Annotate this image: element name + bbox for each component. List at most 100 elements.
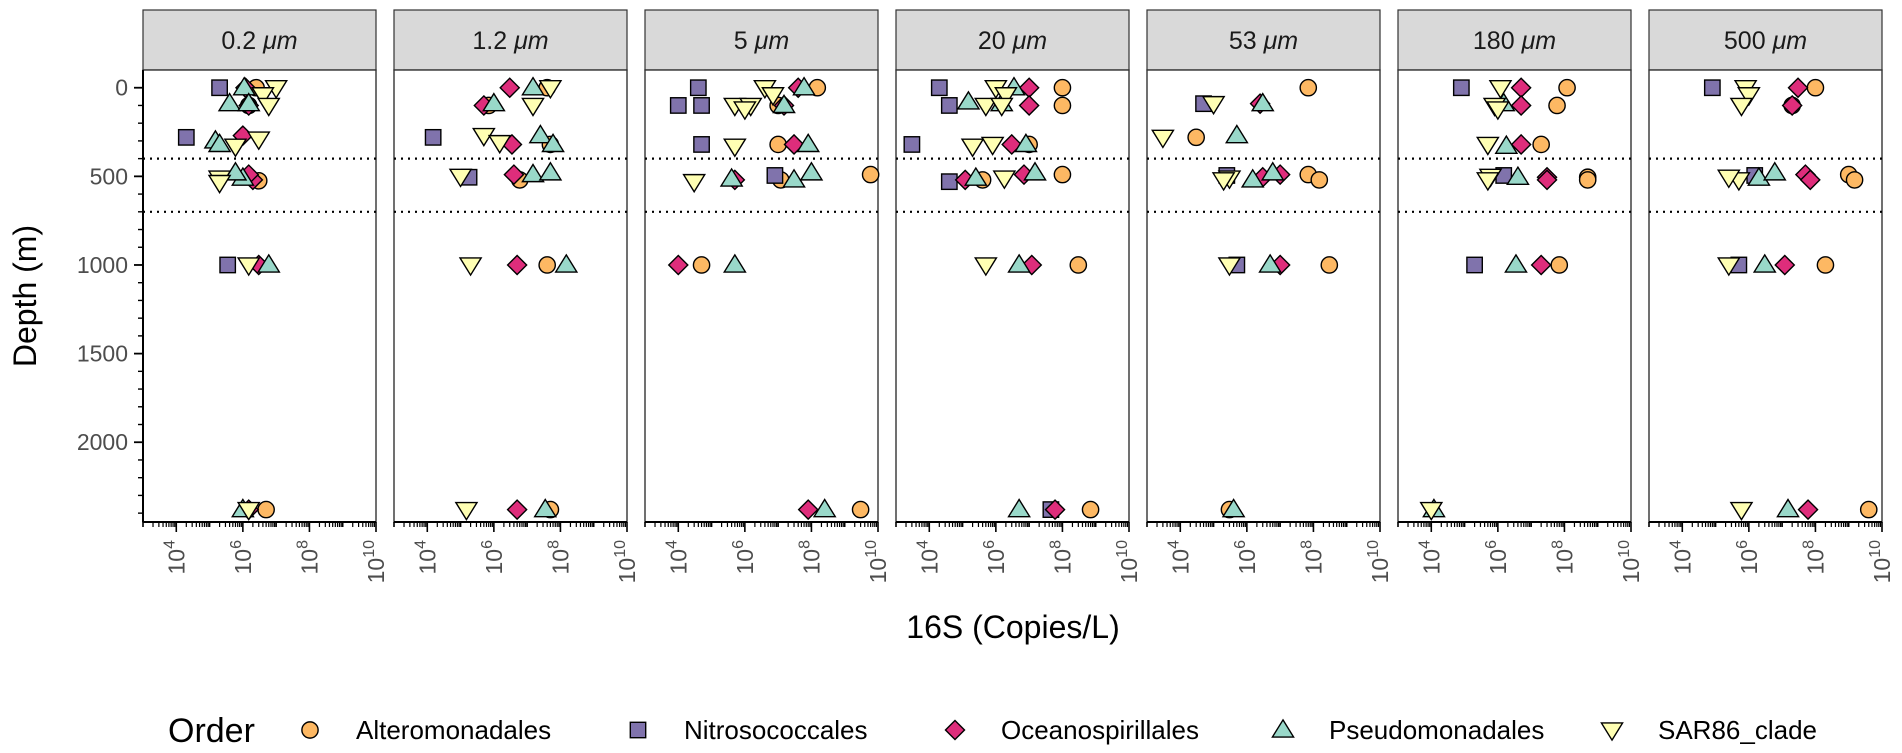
data-point bbox=[761, 87, 785, 107]
tick-exponent: 8 bbox=[1298, 540, 1315, 549]
facet-size-value: 53 bbox=[1229, 27, 1264, 55]
facet-strip bbox=[895, 9, 1130, 71]
data-point bbox=[454, 501, 479, 522]
data-point bbox=[963, 166, 988, 186]
data-point bbox=[1187, 128, 1205, 147]
data-point bbox=[246, 131, 271, 151]
data-point bbox=[1258, 253, 1282, 273]
tick-base: 10 bbox=[547, 549, 573, 575]
tick-base: 10 bbox=[163, 549, 189, 575]
data-point bbox=[1201, 95, 1226, 116]
data-point bbox=[960, 138, 985, 158]
facet-size-unit: μm bbox=[1521, 27, 1557, 55]
data-point bbox=[1532, 135, 1550, 154]
data-point bbox=[1781, 94, 1803, 116]
x-tick-label: 104 bbox=[914, 540, 942, 575]
data-point bbox=[1488, 79, 1513, 100]
x-tick-label: 1010 bbox=[863, 540, 891, 583]
data-point bbox=[689, 79, 707, 97]
data-point bbox=[930, 79, 948, 97]
data-point bbox=[424, 128, 442, 146]
tick-base: 10 bbox=[1116, 558, 1142, 584]
data-point bbox=[499, 77, 521, 99]
facet-strip bbox=[1146, 9, 1381, 71]
legend-key-circle bbox=[301, 721, 319, 739]
facet-strip bbox=[142, 9, 377, 71]
data-point bbox=[693, 97, 710, 114]
data-point bbox=[232, 76, 257, 96]
tick-base: 10 bbox=[1049, 549, 1075, 575]
panel-border bbox=[1648, 69, 1883, 523]
x-tick-label: 106 bbox=[479, 540, 507, 575]
legend-key-diamond bbox=[944, 719, 966, 741]
facet-size-unit: μm bbox=[1263, 27, 1299, 55]
data-point bbox=[177, 128, 195, 146]
data-point bbox=[1504, 253, 1528, 273]
data-point bbox=[503, 164, 525, 186]
data-point bbox=[1729, 97, 1754, 117]
facet-strip bbox=[1397, 9, 1632, 71]
data-point bbox=[521, 76, 545, 96]
data-point bbox=[554, 253, 579, 273]
data-point bbox=[482, 92, 506, 112]
data-point bbox=[207, 133, 232, 153]
facet-size-value: 500 bbox=[1724, 27, 1773, 55]
tick-exponent: 10 bbox=[1114, 540, 1131, 558]
y-axis-title: Depth (m) bbox=[7, 225, 43, 367]
data-point bbox=[458, 257, 483, 277]
data-point bbox=[521, 97, 545, 117]
x-tick-label: 104 bbox=[412, 540, 440, 575]
facet-size-value: 5 bbox=[734, 27, 755, 55]
tick-exponent: 4 bbox=[663, 540, 680, 549]
data-point bbox=[236, 92, 261, 112]
legend-label: Pseudomonadales bbox=[1329, 715, 1544, 745]
data-point bbox=[989, 97, 1014, 117]
x-tick-label: 104 bbox=[663, 540, 691, 575]
data-point bbox=[980, 136, 1005, 156]
tick-exponent: 10 bbox=[1867, 540, 1884, 558]
y-tick-label: 0 bbox=[115, 75, 128, 101]
data-point bbox=[992, 170, 1017, 190]
data-point bbox=[782, 168, 806, 188]
legend-key-square bbox=[629, 721, 647, 739]
data-point bbox=[733, 101, 757, 121]
facet-size-unit: μm bbox=[1772, 27, 1808, 55]
tick-base: 10 bbox=[1551, 549, 1577, 575]
data-point bbox=[1548, 96, 1566, 115]
data-point bbox=[797, 499, 819, 521]
data-point bbox=[940, 173, 958, 191]
data-point bbox=[1250, 92, 1275, 112]
data-point bbox=[722, 253, 747, 273]
legend-label: Oceanospirillales bbox=[1001, 715, 1199, 745]
data-point bbox=[783, 133, 805, 155]
y-tick-label: 2000 bbox=[77, 429, 128, 455]
data-point bbox=[236, 257, 261, 277]
x-tick-label: 1010 bbox=[1365, 540, 1393, 583]
legend-key-triangle-down bbox=[1600, 722, 1624, 742]
tick-exponent: 10 bbox=[1365, 540, 1382, 558]
x-tick-label: 108 bbox=[294, 540, 322, 575]
data-point bbox=[1845, 171, 1864, 189]
legend-key-triangle bbox=[1271, 718, 1295, 738]
legend-label: SAR86_clade bbox=[1658, 715, 1817, 745]
x-tick-label: 1010 bbox=[612, 540, 640, 583]
data-point bbox=[1475, 136, 1500, 156]
tick-exponent: 10 bbox=[612, 540, 629, 558]
data-point bbox=[1053, 165, 1072, 184]
data-point bbox=[1466, 256, 1483, 274]
tick-base: 10 bbox=[1367, 558, 1393, 584]
data-point bbox=[812, 498, 837, 518]
data-point bbox=[448, 168, 473, 188]
data-point bbox=[219, 256, 237, 274]
tick-exponent: 8 bbox=[796, 540, 813, 549]
data-point bbox=[521, 163, 545, 183]
data-point bbox=[973, 97, 998, 117]
data-point bbox=[1001, 133, 1023, 155]
x-tick-label: 106 bbox=[1483, 540, 1511, 575]
data-point bbox=[1536, 169, 1558, 191]
